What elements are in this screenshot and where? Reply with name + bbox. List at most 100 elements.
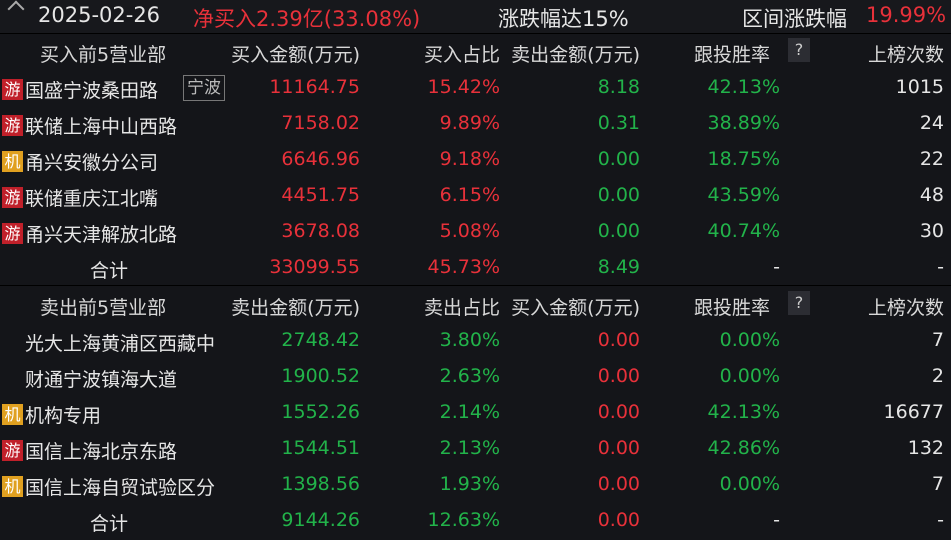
amount: 3678.08: [281, 220, 360, 242]
column-header: 上榜次数: [867, 44, 944, 66]
total-opposite-amount: 0.00: [597, 509, 640, 531]
total-label: 合计: [90, 513, 129, 535]
retail-badge: 游: [2, 223, 23, 244]
help-icon[interactable]: ?: [788, 38, 810, 62]
column-header: 跟投胜率: [693, 44, 770, 66]
list-count: 1015: [895, 76, 944, 98]
amount: 4451.75: [281, 184, 360, 206]
broker-name[interactable]: 甬兴安徽分公司: [25, 152, 159, 174]
list-count: 7: [931, 329, 944, 351]
table-row[interactable]: 游国信上海北京东路 1544.51 2.13% 0.00 42.86% 132: [0, 431, 951, 467]
column-header: 买入占比: [423, 44, 500, 66]
win-rate: 0.00%: [719, 473, 780, 495]
opposite-amount: 0.00: [597, 401, 640, 423]
ratio: 15.42%: [427, 76, 500, 98]
table-row[interactable]: 游甬兴天津解放北路 3678.08 5.08% 0.00 40.74% 30: [0, 214, 951, 250]
date: 2025-02-26: [38, 3, 161, 27]
broker-name[interactable]: 联储重庆江北嘴: [25, 188, 159, 210]
top-bar: 2025-02-26 净买入2.39亿(33.08%) 涨跌幅达15% 区间涨跌…: [0, 0, 951, 34]
broker-name[interactable]: 机构专用: [25, 405, 102, 427]
retail-badge: 游: [2, 79, 23, 100]
region-tag: 宁波: [183, 75, 225, 101]
total-win-rate: -: [773, 509, 780, 531]
opposite-amount: 8.18: [597, 76, 640, 98]
retail-badge: 游: [2, 115, 23, 136]
table-row[interactable]: 机甬兴安徽分公司 6646.96 9.18% 0.00 18.75% 22: [0, 142, 951, 178]
amount: 1544.51: [281, 437, 360, 459]
column-header: 卖出占比: [423, 297, 500, 319]
total-row: 合计 9144.26 12.63% 0.00 - -: [0, 503, 951, 539]
win-rate: 42.86%: [707, 437, 780, 459]
amount: 1552.26: [281, 401, 360, 423]
win-rate: 18.75%: [707, 148, 780, 170]
total-ratio: 45.73%: [427, 256, 500, 278]
broker-name[interactable]: 联储上海中山西路: [25, 116, 178, 138]
net-buy: 净买入2.39亿(33.08%): [193, 7, 421, 31]
table-row[interactable]: 游联储重庆江北嘴 4451.75 6.15% 0.00 43.59% 48: [0, 178, 951, 214]
win-rate: 40.74%: [707, 220, 780, 242]
retail-badge: 游: [2, 187, 23, 208]
table-row[interactable]: 财通宁波镇海大道 1900.52 2.63% 0.00 0.00% 2: [0, 359, 951, 395]
broker-name[interactable]: 国盛宁波桑田路: [25, 80, 159, 102]
ratio: 6.15%: [439, 184, 500, 206]
opposite-amount: 0.00: [597, 329, 640, 351]
win-rate: 42.13%: [707, 401, 780, 423]
total-count: -: [937, 256, 944, 278]
win-rate: 0.00%: [719, 329, 780, 351]
win-rate: 0.00%: [719, 365, 780, 387]
column-header-name: 买入前5营业部: [40, 44, 167, 66]
list-count: 7: [931, 473, 944, 495]
win-rate: 38.89%: [707, 112, 780, 134]
list-count: 30: [919, 220, 944, 242]
institution-badge: 机: [2, 476, 23, 497]
amount: 7158.02: [281, 112, 360, 134]
total-row: 合计 33099.55 45.73% 8.49 - -: [0, 250, 951, 286]
total-amount: 33099.55: [269, 256, 360, 278]
table-row[interactable]: 机国信上海自贸试验区分 1398.56 1.93% 0.00 0.00% 7: [0, 467, 951, 503]
range-label: 区间涨跌幅: [742, 7, 847, 31]
table-row[interactable]: 游联储上海中山西路 7158.02 9.89% 0.31 38.89% 24: [0, 106, 951, 142]
win-rate: 42.13%: [707, 76, 780, 98]
list-count: 16677: [883, 401, 944, 423]
table-row[interactable]: 光大上海黄浦区西藏中 2748.42 3.80% 0.00 0.00% 7: [0, 323, 951, 359]
table-row[interactable]: 游国盛宁波桑田路 宁波 11164.75 15.42% 8.18 42.13% 1015: [0, 70, 951, 106]
table-row[interactable]: 机机构专用 1552.26 2.14% 0.00 42.13% 16677: [0, 395, 951, 431]
ratio: 2.13%: [439, 437, 500, 459]
broker-name[interactable]: 财通宁波镇海大道: [25, 369, 178, 391]
column-header: 买入金额(万元): [511, 297, 640, 319]
total-win-rate: -: [773, 256, 780, 278]
opposite-amount: 0.00: [597, 148, 640, 170]
total-opposite-amount: 8.49: [597, 256, 640, 278]
ratio: 2.14%: [439, 401, 500, 423]
total-label: 合计: [90, 260, 129, 282]
ratio: 1.93%: [439, 473, 500, 495]
opposite-amount: 0.31: [597, 112, 640, 134]
broker-name[interactable]: 甬兴天津解放北路: [25, 224, 178, 246]
divider: [0, 285, 951, 286]
amount: 6646.96: [281, 148, 360, 170]
opposite-amount: 0.00: [597, 220, 640, 242]
broker-name[interactable]: 国信上海自贸试验区分: [25, 477, 216, 499]
help-icon[interactable]: ?: [788, 291, 810, 315]
broker-name[interactable]: 光大上海黄浦区西藏中: [25, 333, 216, 355]
range-value: 19.99%: [866, 3, 947, 27]
win-rate: 43.59%: [707, 184, 780, 206]
list-count: 2: [931, 365, 944, 387]
amount: 2748.42: [281, 329, 360, 351]
opposite-amount: 0.00: [597, 437, 640, 459]
broker-name[interactable]: 国信上海北京东路: [25, 441, 178, 463]
amount: 1398.56: [281, 473, 360, 495]
amount: 11164.75: [269, 76, 360, 98]
ratio: 5.08%: [439, 220, 500, 242]
column-header-name: 卖出前5营业部: [40, 297, 167, 319]
ratio: 2.63%: [439, 365, 500, 387]
list-count: 132: [907, 437, 944, 459]
chevron-up-icon[interactable]: [7, 0, 25, 18]
institution-badge: 机: [2, 404, 23, 425]
list-count: 22: [919, 148, 944, 170]
list-count: 48: [919, 184, 944, 206]
ratio: 3.80%: [439, 329, 500, 351]
total-amount: 9144.26: [281, 509, 360, 531]
column-header: 跟投胜率: [693, 297, 770, 319]
opposite-amount: 0.00: [597, 184, 640, 206]
